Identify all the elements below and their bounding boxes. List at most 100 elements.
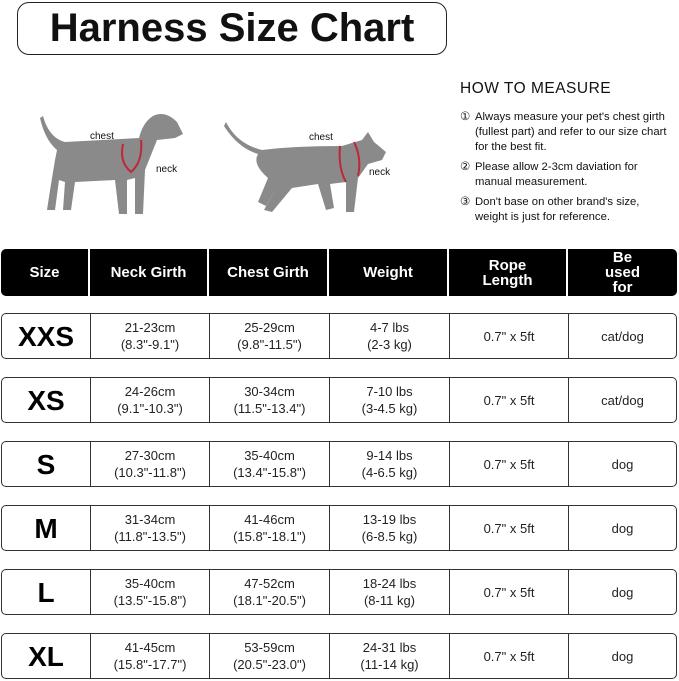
chest-cell: 25-29cm (9.8"-11.5") — [210, 314, 330, 358]
use-cell: dog — [611, 648, 634, 664]
weight-kg: (4-6.5 kg) — [361, 465, 418, 480]
chest-cm: 30-34cm — [244, 384, 295, 399]
dog-neck-label: neck — [156, 164, 178, 175]
neck-cell: 35-40cm (13.5"-15.8") — [91, 570, 210, 614]
neck-in: (15.8"-17.7") — [113, 657, 187, 672]
table-row: XL 41-45cm (15.8"-17.7") 53-59cm (20.5"-23… — [1, 633, 677, 679]
weight-lbs: 7-10 lbs — [366, 384, 413, 399]
header-rope-length: Rope Length — [449, 249, 568, 296]
cat-chest-label: chest — [309, 132, 333, 143]
weight-kg: (6-8.5 kg) — [361, 529, 418, 544]
use-cell: cat/dog — [601, 392, 644, 408]
step-number: ③ — [460, 196, 471, 208]
table-row: L 35-40cm (13.5"-15.8") 47-52cm (18.1"-20.… — [1, 569, 677, 615]
measure-step: ② Please allow 2-3cm daviation for manual… — [460, 160, 675, 190]
chest-cm: 53-59cm — [244, 640, 295, 655]
neck-in: (13.5"-15.8") — [113, 593, 187, 608]
weight-lbs: 9-14 lbs — [366, 448, 413, 463]
weight-cell: 9-14 lbs (4-6.5 kg) — [330, 442, 450, 486]
neck-cell: 31-34cm (11.8"-13.5") — [91, 506, 210, 550]
cat-neck-label: neck — [369, 167, 391, 178]
chest-cell: 30-34cm (11.5"-13.4") — [210, 378, 330, 422]
rope-cell: 0.7" x 5ft — [450, 506, 569, 550]
neck-cm: 24-26cm — [124, 384, 176, 399]
step-text: Please allow 2-3cm daviation for manual … — [475, 161, 638, 188]
chest-cm: 41-46cm — [244, 512, 295, 527]
rope-cell: 0.7" x 5ft — [450, 442, 569, 486]
weight-lbs: 24-31 lbs — [362, 640, 417, 655]
measure-step: ① Always measure your pet's chest girth (… — [460, 110, 675, 155]
weight-kg: (2-3 kg) — [367, 337, 412, 352]
size-cell: XL — [2, 634, 91, 678]
weight-cell: 18-24 lbs (8-11 kg) — [330, 570, 450, 614]
chest-cell: 41-46cm (15.8"-18.1") — [210, 506, 330, 550]
measure-steps: ① Always measure your pet's chest girth (… — [460, 110, 675, 230]
neck-in: (9.1"-10.3") — [117, 401, 183, 416]
weight-cell: 24-31 lbs (11-14 kg) — [330, 634, 450, 678]
weight-lbs: 13-19 lbs — [362, 512, 417, 527]
chest-cm: 47-52cm — [244, 576, 295, 591]
rope-cell: 0.7" x 5ft — [450, 570, 569, 614]
header-chest-girth: Chest Girth — [209, 249, 329, 296]
neck-in: (8.3"-9.1") — [120, 337, 180, 352]
weight-kg: (11-14 kg) — [360, 657, 419, 672]
table-header: Size Neck Girth Chest Girth Weight Rope … — [1, 249, 677, 296]
size-cell: S — [2, 442, 91, 486]
weight-lbs: 4-7 lbs — [369, 320, 409, 335]
use-cell: dog — [611, 520, 634, 536]
table-row: XS 24-26cm (9.1"-10.3") 30-34cm (11.5"-13.… — [1, 377, 677, 423]
size-cell: L — [2, 570, 91, 614]
header-weight: Weight — [329, 249, 449, 296]
chest-in: (20.5"-23.0") — [233, 657, 306, 672]
chest-cell: 35-40cm (13.4"-15.8") — [210, 442, 330, 486]
dog-chest-label: chest — [90, 131, 114, 142]
chest-in: (11.5"-13.4") — [233, 401, 306, 416]
neck-cm: 41-45cm — [124, 640, 176, 655]
rope-cell: 0.7" x 5ft — [450, 634, 569, 678]
neck-in: (11.8"-13.5") — [114, 529, 186, 544]
size-cell: XXS — [2, 314, 91, 358]
use-cell: cat/dog — [601, 328, 644, 344]
neck-cm: 31-34cm — [124, 512, 176, 527]
step-number: ② — [460, 161, 471, 173]
neck-in: (10.3"-11.8") — [114, 465, 186, 480]
header-size: Size — [1, 249, 90, 296]
step-number: ① — [460, 111, 471, 123]
cat-illustration — [224, 122, 386, 212]
step-text: Always measure your pet's chest girth (f… — [475, 111, 667, 153]
weight-kg: (8-11 kg) — [363, 593, 416, 608]
neck-cm: 21-23cm — [124, 320, 176, 335]
chest-in: (9.8"-11.5") — [237, 337, 302, 352]
measure-step: ③ Don't base on other brand's size, weigh… — [460, 195, 675, 225]
table-row: XXS 21-23cm (8.3"-9.1") 25-29cm (9.8"-11.5… — [1, 313, 677, 359]
size-cell: M — [2, 506, 91, 550]
chest-in: (13.4"-15.8") — [233, 465, 306, 480]
weight-cell: 4-7 lbs (2-3 kg) — [330, 314, 450, 358]
table-row: M 31-34cm (11.8"-13.5") 41-46cm (15.8"-18.… — [1, 505, 677, 551]
chest-in: (15.8"-18.1") — [233, 529, 306, 544]
use-cell: dog — [611, 456, 634, 472]
dog-illustration — [40, 114, 183, 214]
neck-cell: 27-30cm (10.3"-11.8") — [91, 442, 210, 486]
chest-in: (18.1"-20.5") — [233, 593, 306, 608]
weight-cell: 13-19 lbs (6-8.5 kg) — [330, 506, 450, 550]
weight-kg: (3-4.5 kg) — [361, 401, 418, 416]
use-cell: dog — [611, 584, 634, 600]
weight-cell: 7-10 lbs (3-4.5 kg) — [330, 378, 450, 422]
header-used-for: Be used for — [604, 249, 640, 296]
neck-cell: 24-26cm (9.1"-10.3") — [91, 378, 210, 422]
weight-lbs: 18-24 lbs — [362, 576, 417, 591]
page-title: Harness Size Chart — [17, 2, 447, 55]
rope-cell: 0.7" x 5ft — [450, 314, 569, 358]
header-neck-girth: Neck Girth — [90, 249, 209, 296]
chest-cm: 25-29cm — [244, 320, 295, 335]
chest-cm: 35-40cm — [244, 448, 295, 463]
step-text: Don't base on other brand's size, weight… — [475, 196, 640, 223]
chest-cell: 53-59cm (20.5"-23.0") — [210, 634, 330, 678]
neck-cell: 41-45cm (15.8"-17.7") — [91, 634, 210, 678]
rope-cell: 0.7" x 5ft — [450, 378, 569, 422]
size-cell: XS — [2, 378, 91, 422]
chest-cell: 47-52cm (18.1"-20.5") — [210, 570, 330, 614]
how-to-measure-heading: HOW TO MEASURE — [460, 80, 612, 97]
table-row: S 27-30cm (10.3"-11.8") 35-40cm (13.4"-15.… — [1, 441, 677, 487]
